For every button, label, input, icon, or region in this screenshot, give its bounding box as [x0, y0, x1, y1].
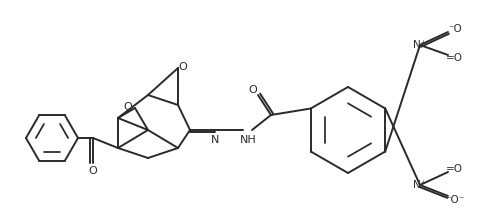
Text: NH: NH — [239, 135, 256, 145]
Text: O: O — [88, 166, 97, 176]
Text: O: O — [178, 62, 187, 72]
Text: N: N — [210, 135, 219, 145]
Text: N⁺: N⁺ — [412, 40, 426, 50]
Text: O: O — [123, 102, 132, 112]
Text: O: O — [248, 85, 257, 95]
Text: ⁻O: ⁻O — [447, 24, 461, 34]
Text: N⁺: N⁺ — [412, 180, 426, 190]
Text: ⁻O⁻: ⁻O⁻ — [444, 195, 464, 205]
Text: =O: =O — [444, 164, 462, 174]
Text: =O: =O — [444, 53, 462, 63]
